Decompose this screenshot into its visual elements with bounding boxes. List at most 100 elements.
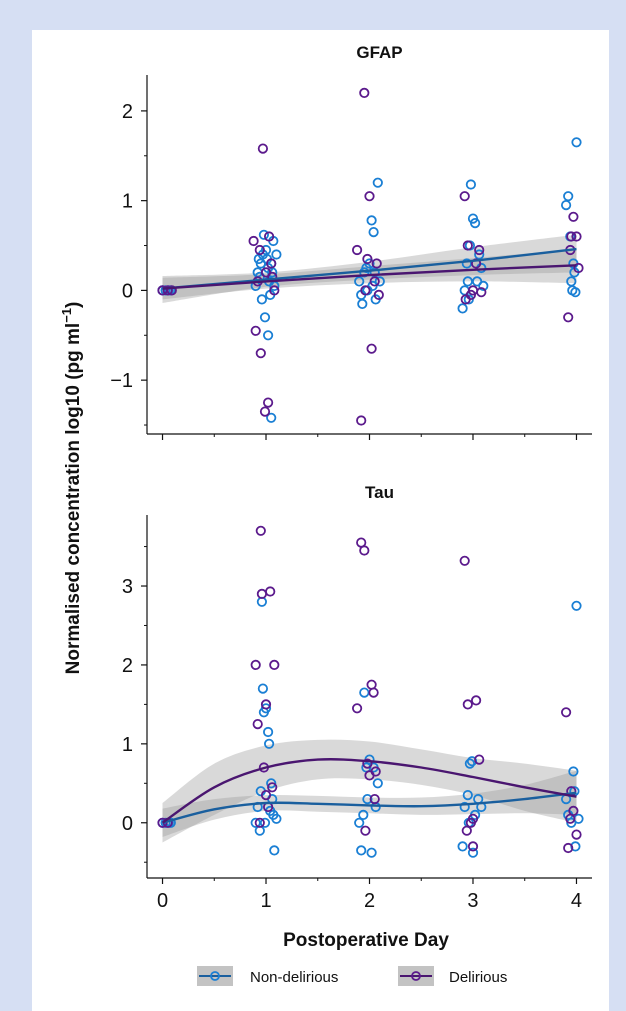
chart-1-data-point	[462, 699, 473, 710]
chart-0-data-point	[266, 258, 277, 269]
chart-1-data-point	[457, 841, 468, 852]
chart-1-data-point	[568, 766, 579, 777]
legend-item-delirious: Delirious	[398, 966, 507, 986]
chart-0-data-point	[263, 231, 275, 242]
chart-1-data-point	[467, 841, 479, 852]
chart-0-data-point	[459, 191, 470, 202]
chart-0-data-point	[259, 312, 271, 323]
chart-0-data-point	[357, 298, 368, 309]
chart-1-data-point	[565, 813, 576, 824]
chart-0-data-point	[476, 287, 487, 298]
chart-0-data-point	[563, 191, 574, 202]
legend-item-non-delirious: Non-delirious	[197, 966, 338, 986]
chart-1-data-point	[369, 793, 380, 805]
chart-1-y-tick-label: 0	[122, 813, 133, 835]
chart-1-x-tick-label: 2	[364, 890, 375, 912]
chart-0-data-point	[162, 285, 173, 296]
chart-0-data-point	[262, 330, 274, 341]
chart-1-title: Tau	[365, 483, 394, 502]
chart-0-data-point	[356, 415, 367, 426]
chart-0-data-point	[366, 343, 377, 354]
chart-1-data-point	[263, 738, 275, 749]
chart-1-data-point	[260, 699, 272, 710]
chart-0-data-point	[566, 231, 577, 242]
chart-1-data-point	[262, 726, 274, 738]
chart-1-data-point	[351, 703, 363, 714]
chart-0-data-point	[563, 312, 574, 323]
chart-1-x-tick-label: 3	[467, 890, 478, 912]
chart-0-data-point	[254, 244, 265, 256]
chart-1-data-point	[250, 817, 261, 828]
chart-0-data-point	[255, 348, 266, 359]
chart-0-data-point	[474, 244, 485, 256]
chart-0-data-point	[266, 412, 277, 423]
chart-1-fit-line-delirious	[161, 758, 577, 824]
chart-1-data-point	[269, 845, 280, 856]
chart-0-data-point	[465, 179, 476, 190]
chart-1-data-point	[255, 525, 266, 536]
chart-0-data-point	[568, 211, 579, 222]
legend-label-delirious: Delirious	[449, 969, 507, 986]
chart-1-data-point	[362, 793, 373, 805]
chart-0-data-point	[573, 262, 584, 274]
chart-0-data-point	[271, 249, 282, 260]
chart-1-data-point	[366, 847, 377, 858]
chart-0-data-point	[362, 253, 373, 265]
chart-0-series-delirious	[157, 87, 584, 426]
chart-0-data-point	[250, 325, 261, 336]
chart-0-data-point	[469, 218, 481, 229]
chart-1-data-point	[370, 766, 381, 777]
chart-1-data-point	[571, 829, 582, 840]
chart-panel-0: GFAP −1 0 1 2	[110, 43, 592, 440]
chart-1-data-point	[467, 813, 479, 824]
chart-1-data-point	[354, 817, 365, 828]
chart-1-y-tick-label: 2	[122, 655, 133, 677]
chart-1-data-point	[467, 847, 479, 858]
chart-1-data-point	[470, 695, 482, 706]
legend-label-non-delirious: Non-delirious	[250, 969, 338, 986]
chart-0-data-point	[371, 258, 382, 269]
chart-1-data-point	[252, 718, 263, 730]
chart-0-ci-band-non-delirious	[162, 234, 577, 303]
chart-1-data-point	[459, 801, 470, 813]
y-axis-title-superscript: −1	[59, 308, 74, 323]
chart-0-data-point	[366, 215, 377, 226]
chart-1-data-point	[267, 782, 278, 793]
chart-1-x-tick-label: 0	[157, 890, 168, 912]
chart-1-ci-band-non-delirious	[162, 770, 577, 837]
chart-1-y-tick-label: 1	[122, 734, 133, 756]
chart-0-data-point	[260, 267, 272, 278]
chart-1-data-point	[461, 825, 472, 836]
y-axis-title-main: Normalised concentration log10 (pg ml	[63, 323, 84, 675]
chart-0-data-point	[360, 285, 371, 296]
chart-1-data-point	[462, 789, 473, 801]
chart-0-data-point	[478, 280, 489, 291]
chart-1-data-point	[466, 756, 478, 767]
chart-1-data-point	[271, 813, 282, 824]
chart-1-data-point	[368, 687, 379, 698]
chart-1-data-point	[359, 545, 370, 556]
chart-1-data-point	[359, 687, 370, 698]
chart-1-data-point	[254, 817, 265, 828]
chart-0-data-point	[354, 276, 365, 287]
figure-panel	[32, 30, 609, 1011]
chart-0-y-tick-label: −1	[110, 370, 133, 392]
chart-1-data-point	[570, 841, 581, 852]
chart-1-data-point	[571, 600, 582, 611]
chart-0-title: GFAP	[356, 43, 402, 62]
chart-0-data-point	[259, 406, 271, 417]
chart-0-data-point	[560, 200, 572, 211]
legend-key-non-delirious-marker	[210, 971, 220, 981]
chart-1-x-tick-label: 1	[260, 890, 271, 912]
chart-0-fit-line-delirious	[162, 264, 577, 290]
chart-1-data-point	[269, 659, 280, 671]
chart-0-data-point	[474, 249, 485, 260]
chart-0-y-tick-label: 1	[122, 191, 133, 213]
chart-0-data-point	[372, 177, 383, 188]
chart-0-data-point	[258, 229, 269, 240]
chart-1-data-point	[356, 845, 367, 856]
chart-0-data-point	[157, 285, 168, 296]
chart-0-data-point	[461, 258, 472, 269]
chart-0-data-point	[257, 143, 268, 154]
